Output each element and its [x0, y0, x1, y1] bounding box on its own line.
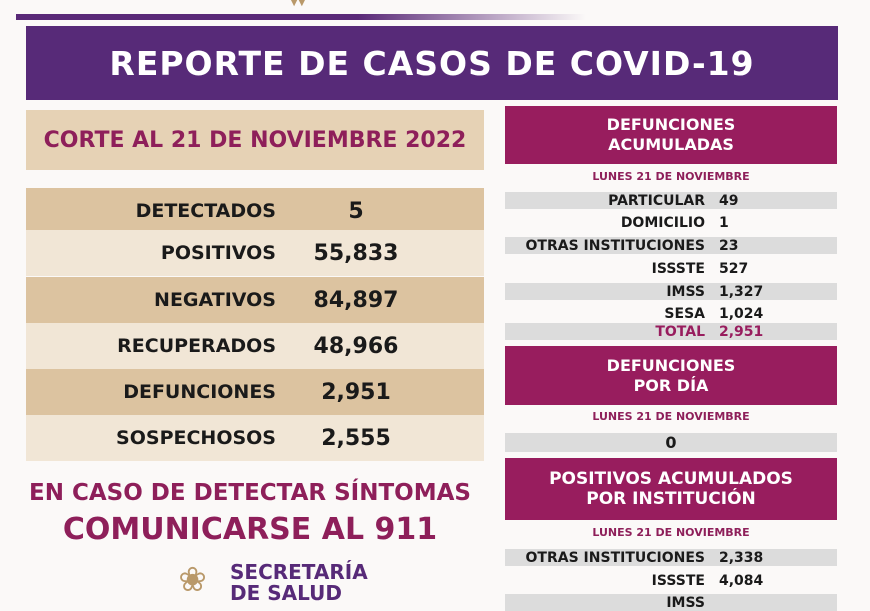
- row-value: 23: [719, 237, 739, 254]
- health-secretary-logo-text: SECRETARÍA DE SALUD: [230, 562, 368, 604]
- stat-label: RECUPERADOS: [117, 335, 276, 357]
- row-value: 2,951: [719, 323, 764, 340]
- deaths-row: PARTICULAR 49: [505, 192, 837, 209]
- row-value: 1: [719, 214, 729, 231]
- deaths-daily-header: DEFUNCIONES POR DÍA: [505, 346, 837, 405]
- deaths-row: OTRAS INSTITUCIONES 23: [505, 237, 837, 254]
- stat-value: 5: [348, 198, 364, 224]
- row-label: PARTICULAR: [608, 192, 705, 209]
- stat-value: 84,897: [313, 287, 399, 313]
- header-line: DEFUNCIONES: [606, 115, 736, 134]
- row-label: ISSSTE: [651, 572, 705, 589]
- deaths-row: DOMICILIO 1: [505, 214, 837, 231]
- stat-value: 2,555: [321, 425, 391, 451]
- row-label: DOMICILIO: [620, 214, 705, 231]
- row-value: 2,338: [719, 549, 764, 566]
- stat-label: DEFUNCIONES: [123, 381, 276, 403]
- stat-label: NEGATIVOS: [154, 289, 276, 311]
- callout-911: COMUNICARSE AL 911: [62, 512, 438, 547]
- deaths-row: ISSSTE 527: [505, 260, 837, 277]
- stat-row: POSITIVOS 55,833: [26, 230, 484, 276]
- row-value: 1,024: [719, 305, 764, 322]
- callout-symptoms: EN CASO DE DETECTAR SÍNTOMAS: [29, 480, 471, 506]
- deaths-cumulative-header: DEFUNCIONES ACUMULADAS: [505, 106, 837, 164]
- stat-value: 2,951: [321, 379, 391, 405]
- stat-label: SOSPECHOSOS: [116, 427, 276, 449]
- stat-row: SOSPECHOSOS 2,555: [26, 415, 484, 461]
- row-label: OTRAS INSTITUCIONES: [525, 549, 705, 566]
- top-decorative-bar: [16, 14, 586, 20]
- logo-line2: DE SALUD: [230, 581, 342, 605]
- cutoff-date: CORTE AL 21 DE NOVIEMBRE 2022: [26, 110, 484, 170]
- stat-value: 55,833: [313, 240, 399, 266]
- date-label: LUNES 21 DE NOVIEMBRE: [592, 526, 750, 539]
- row-label: IMSS: [666, 283, 705, 300]
- health-secretary-logo-icon: ❀: [178, 560, 207, 600]
- stat-label: POSITIVOS: [160, 242, 276, 264]
- positives-row: OTRAS INSTITUCIONES 2,338: [505, 549, 837, 566]
- positives-row: ISSSTE 4,084: [505, 572, 837, 589]
- row-value: 49: [719, 192, 739, 209]
- deaths-daily-value: 0: [505, 433, 837, 452]
- date-label: LUNES 21 DE NOVIEMBRE: [592, 410, 750, 423]
- deaths-total-row: TOTAL 2,951: [505, 323, 837, 340]
- row-label: OTRAS INSTITUCIONES: [525, 237, 705, 254]
- row-label: ISSSTE: [651, 260, 705, 277]
- stat-row: DEFUNCIONES 2,951: [26, 369, 484, 415]
- row-label: IMSS: [666, 594, 705, 611]
- summary-panel: CORTE AL 21 DE NOVIEMBRE 2022 DETECTADOS…: [26, 110, 484, 461]
- deaths-row: SESA 1,024: [505, 305, 837, 322]
- header-line: POR DÍA: [633, 375, 709, 395]
- positives-row: IMSS: [505, 594, 837, 611]
- header-line: ACUMULADAS: [608, 135, 734, 154]
- date-label: LUNES 21 DE NOVIEMBRE: [592, 170, 750, 183]
- row-value: 1,327: [719, 283, 764, 300]
- stat-value: 48,966: [313, 333, 399, 359]
- page-title: REPORTE DE CASOS DE COVID-19: [26, 26, 838, 100]
- header-line: POR INSTITUCIÓN: [586, 489, 756, 509]
- positives-institution-header: POSITIVOS ACUMULADOS POR INSTITUCIÓN: [505, 458, 837, 520]
- ornament-icon: ▼▼: [290, 0, 306, 8]
- row-value: 4,084: [719, 572, 764, 589]
- stat-row: NEGATIVOS 84,897: [26, 277, 484, 323]
- header-line: POSITIVOS ACUMULADOS: [549, 469, 793, 489]
- row-label: SESA: [664, 305, 705, 322]
- row-value: 527: [719, 260, 749, 277]
- stat-label: DETECTADOS: [135, 200, 276, 222]
- deaths-row: IMSS 1,327: [505, 283, 837, 300]
- row-label: TOTAL: [655, 323, 705, 340]
- logo-line1: SECRETARÍA: [230, 560, 368, 584]
- header-line: DEFUNCIONES: [606, 355, 736, 375]
- stat-row: DETECTADOS 5: [26, 188, 484, 234]
- stat-row: RECUPERADOS 48,966: [26, 323, 484, 369]
